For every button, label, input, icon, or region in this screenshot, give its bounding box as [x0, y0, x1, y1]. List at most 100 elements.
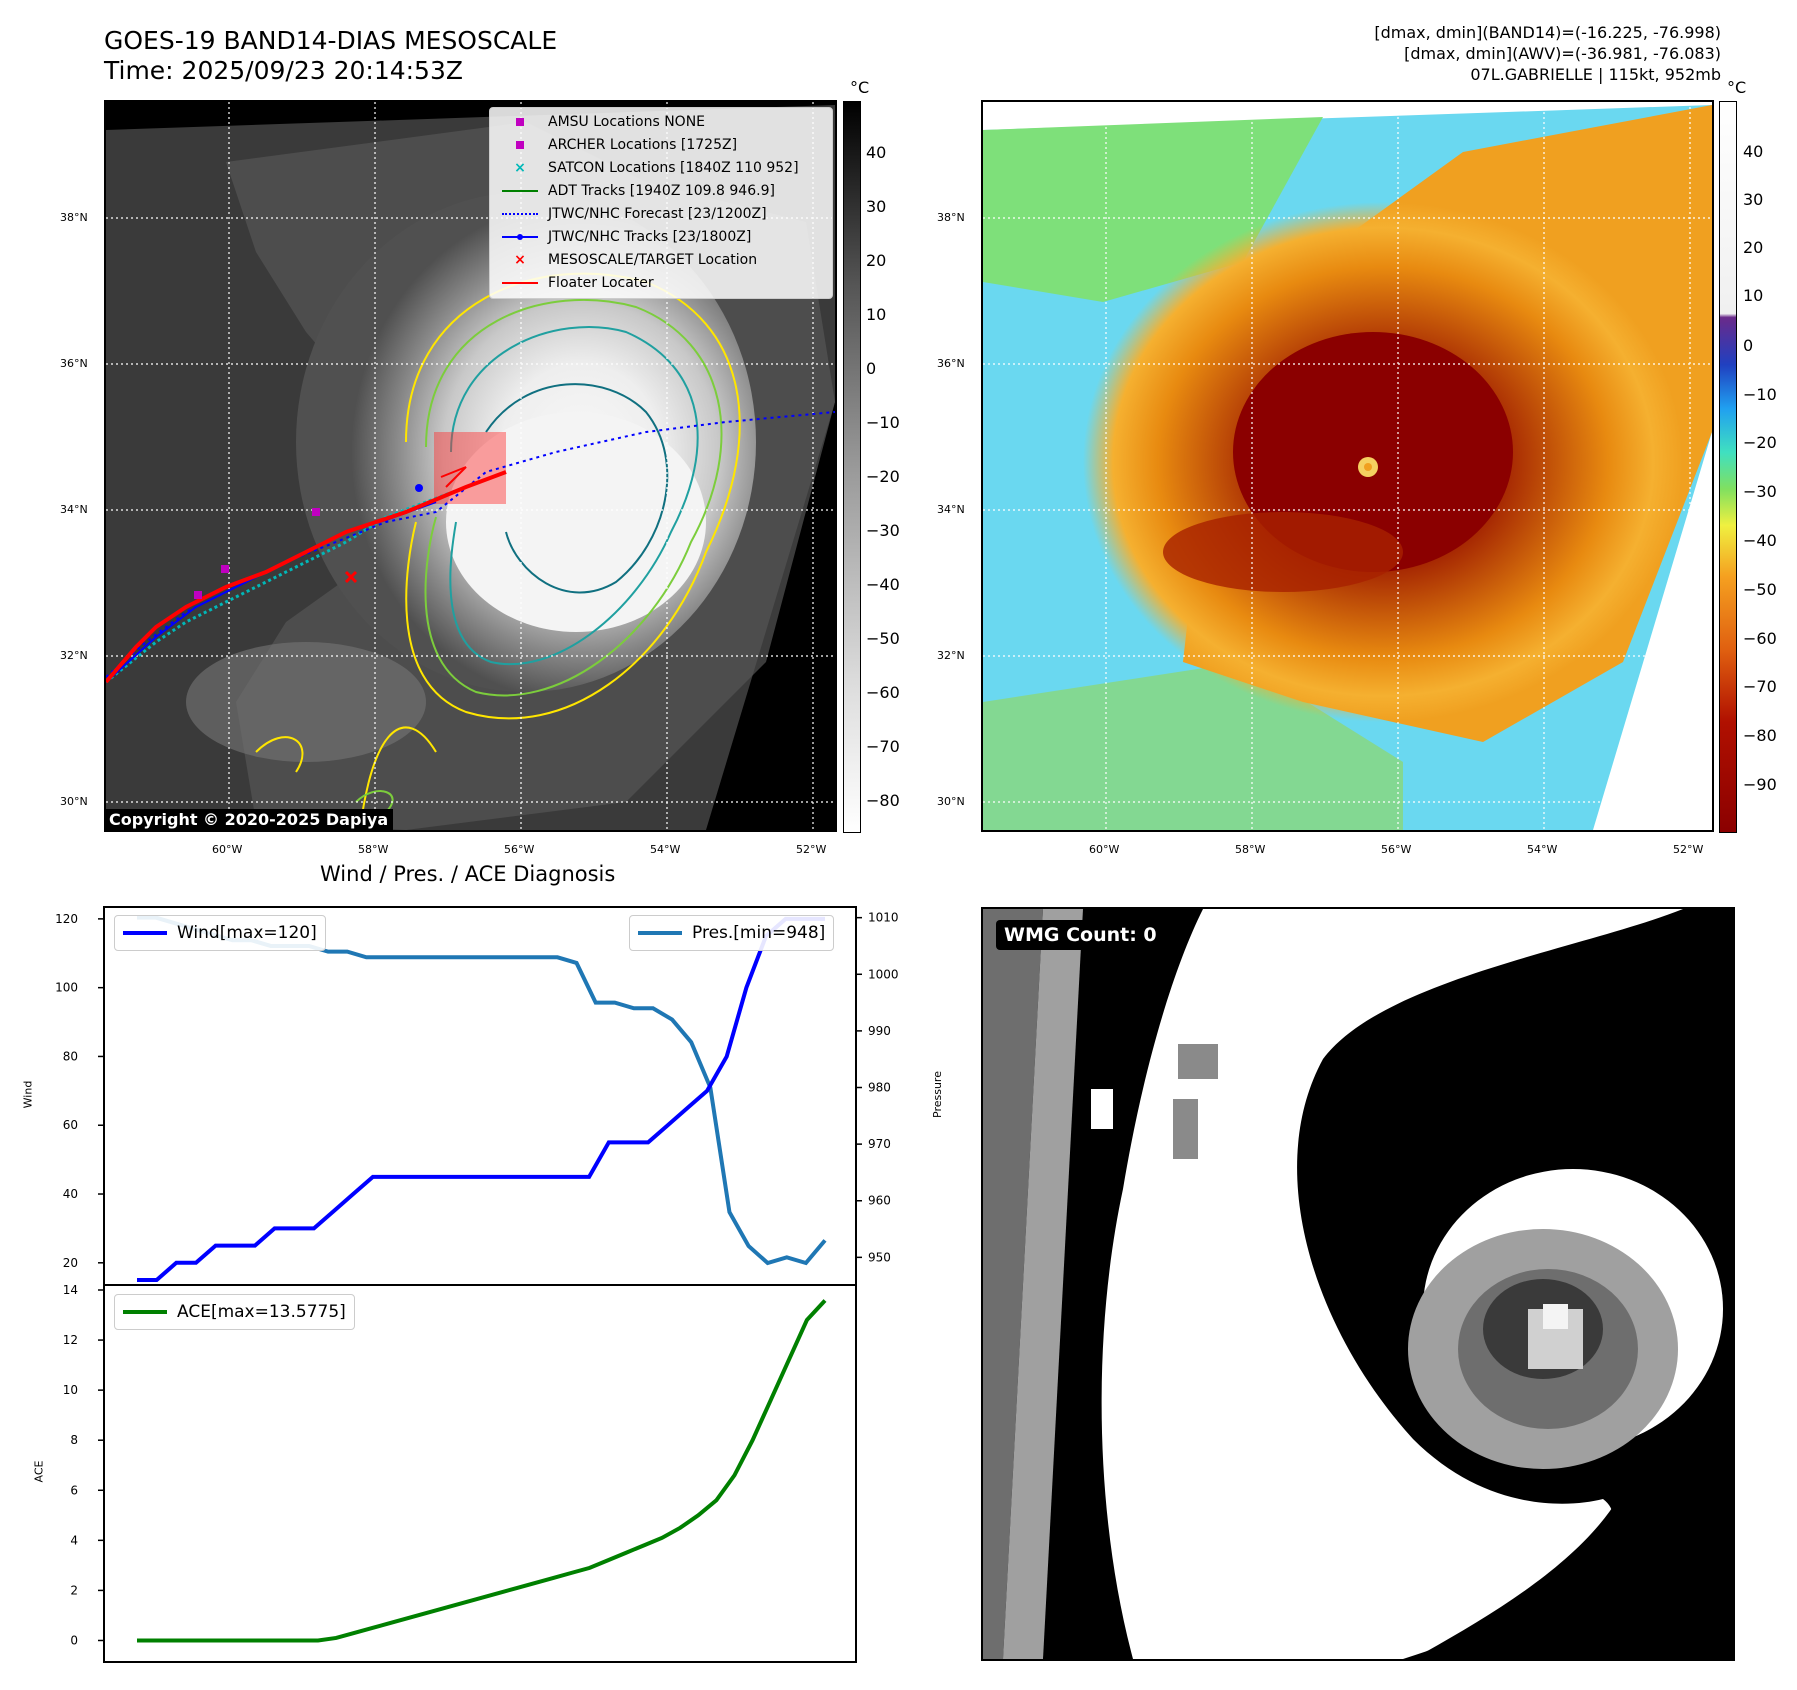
wind-legend-label: Wind[max=120]: [177, 923, 317, 943]
cb-tick: −10: [1743, 385, 1777, 404]
cb-tick: −70: [866, 737, 900, 756]
cb-tick: −30: [866, 521, 900, 540]
legend-label: ARCHER Locations [1725Z]: [548, 137, 738, 153]
cb-tick: −40: [1743, 531, 1777, 550]
cb-tick: −20: [866, 467, 900, 486]
color-ir-image: [983, 102, 1712, 830]
lat-label: 36°N: [937, 357, 965, 370]
line-icon: [500, 181, 540, 201]
tick-label: 1000: [868, 967, 899, 981]
tick-label: 100: [55, 981, 78, 995]
legend-item: AMSU Locations NONE: [500, 112, 705, 132]
wind-legend-swatch: [123, 931, 167, 935]
dotted-line-icon: [500, 204, 540, 224]
legend-item: × MESOSCALE/TARGET Location: [500, 250, 757, 270]
legend-label: MESOSCALE/TARGET Location: [548, 252, 758, 268]
wind-axis-label: Wind: [21, 1080, 35, 1109]
cb-tick: −30: [1743, 482, 1777, 501]
lon-label: 60°W: [1089, 843, 1120, 856]
wmg-image: [983, 909, 1733, 1659]
cb-tick: −90: [1743, 775, 1777, 794]
lat-label: 36°N: [60, 357, 88, 370]
ace-axis-label: ACE: [32, 1460, 46, 1483]
tick-label: 60: [63, 1118, 78, 1132]
cb-tick: 30: [1743, 190, 1764, 209]
tick-label: 120: [55, 912, 78, 926]
tick-label: 40: [63, 1187, 78, 1201]
lat-label: 34°N: [937, 503, 965, 516]
pressure-legend-label: Pres.[min=948]: [692, 923, 826, 943]
ace-legend: ACE[max=13.5775]: [114, 1294, 355, 1330]
lon-label: 56°W: [1381, 843, 1412, 856]
cb-tick: −80: [1743, 726, 1777, 745]
cb-tick: 20: [866, 251, 887, 270]
lon-label: 56°W: [504, 843, 535, 856]
copyright-label: Copyright © 2020-2025 Dapiya: [106, 809, 394, 830]
title-line2: Time: 2025/09/23 20:14:53Z: [104, 56, 463, 85]
map-legend: AMSU Locations NONE ARCHER Locations [17…: [489, 107, 833, 299]
wmg-count-badge: WMG Count: 0: [996, 920, 1165, 950]
tick-label: 80: [63, 1049, 78, 1063]
legend-item: × SATCON Locations [1840Z 110 952]: [500, 158, 799, 178]
lon-label: 52°W: [796, 843, 827, 856]
tick-label: 4: [70, 1533, 78, 1547]
cb-tick: 0: [1743, 336, 1754, 355]
tick-label: 960: [868, 1194, 891, 1208]
cb-tick: 20: [1743, 238, 1764, 257]
title-line1: GOES-19 BAND14-DIAS MESOSCALE: [104, 26, 558, 55]
legend-item: ADT Tracks [1940Z 109.8 946.9]: [500, 181, 775, 201]
tick-label: 8: [70, 1433, 78, 1447]
tick-label: 2: [70, 1583, 78, 1597]
lon-label: 54°W: [650, 843, 681, 856]
legend-label: Floater Locater: [548, 275, 654, 291]
cb-tick: 10: [1743, 286, 1764, 305]
tick-label: 990: [868, 1024, 891, 1038]
colorbar-unit: °C: [1727, 78, 1747, 97]
square-marker-icon: [500, 135, 540, 155]
tick-label: 10: [63, 1383, 78, 1397]
wind-legend: Wind[max=120]: [114, 915, 326, 951]
legend-label: AMSU Locations NONE: [548, 114, 706, 130]
lat-label: 32°N: [937, 649, 965, 662]
tick-label: 0: [70, 1633, 78, 1647]
lat-label: 30°N: [60, 795, 88, 808]
pressure-series-line: [137, 915, 827, 1266]
cb-tick: 30: [866, 197, 887, 216]
lat-label: 32°N: [60, 649, 88, 662]
wmg-panel: [981, 907, 1735, 1661]
info-awv: [dmax, dmin](AWV)=(-36.981, -76.083): [1404, 44, 1721, 63]
legend-item: JTWC/NHC Forecast [23/1200Z]: [500, 204, 767, 224]
line-icon: [500, 273, 540, 293]
lon-label: 58°W: [358, 843, 389, 856]
cb-tick: −50: [1743, 580, 1777, 599]
legend-label: JTWC/NHC Tracks [23/1800Z]: [548, 229, 752, 245]
line-dot-icon: [500, 227, 540, 247]
x-marker-icon: ×: [514, 160, 526, 176]
cb-tick: 10: [866, 305, 887, 324]
legend-item: ARCHER Locations [1725Z]: [500, 135, 737, 155]
pressure-legend: Pres.[min=948]: [629, 915, 835, 951]
tick-label: 970: [868, 1137, 891, 1151]
storm-info: [dmax, dmin](BAND14)=(-16.225, -76.998) …: [1374, 22, 1721, 85]
legend-item: Floater Locater: [500, 273, 654, 293]
colorbar-unit: °C: [850, 78, 870, 97]
wind-series-line: [137, 916, 825, 1282]
info-band14: [dmax, dmin](BAND14)=(-16.225, -76.998): [1374, 23, 1721, 42]
pressure-legend-swatch: [638, 931, 682, 935]
cb-tick: 40: [1743, 142, 1764, 161]
cb-tick: 40: [866, 143, 887, 162]
lon-label: 58°W: [1235, 843, 1266, 856]
cb-tick: −40: [866, 575, 900, 594]
ace-legend-swatch: [123, 1310, 167, 1314]
legend-label: SATCON Locations [1840Z 110 952]: [548, 160, 799, 176]
lat-label: 38°N: [60, 211, 88, 224]
lat-label: 30°N: [937, 795, 965, 808]
cb-tick: −50: [866, 629, 900, 648]
legend-item: JTWC/NHC Tracks [23/1800Z]: [500, 227, 751, 247]
tick-label: 20: [63, 1256, 78, 1270]
main-title: GOES-19 BAND14-DIAS MESOSCALE Time: 2025/…: [104, 26, 557, 86]
tick-label: 6: [70, 1483, 78, 1497]
color-ir-map-panel: [981, 100, 1714, 832]
color-colorbar: [1719, 101, 1737, 833]
